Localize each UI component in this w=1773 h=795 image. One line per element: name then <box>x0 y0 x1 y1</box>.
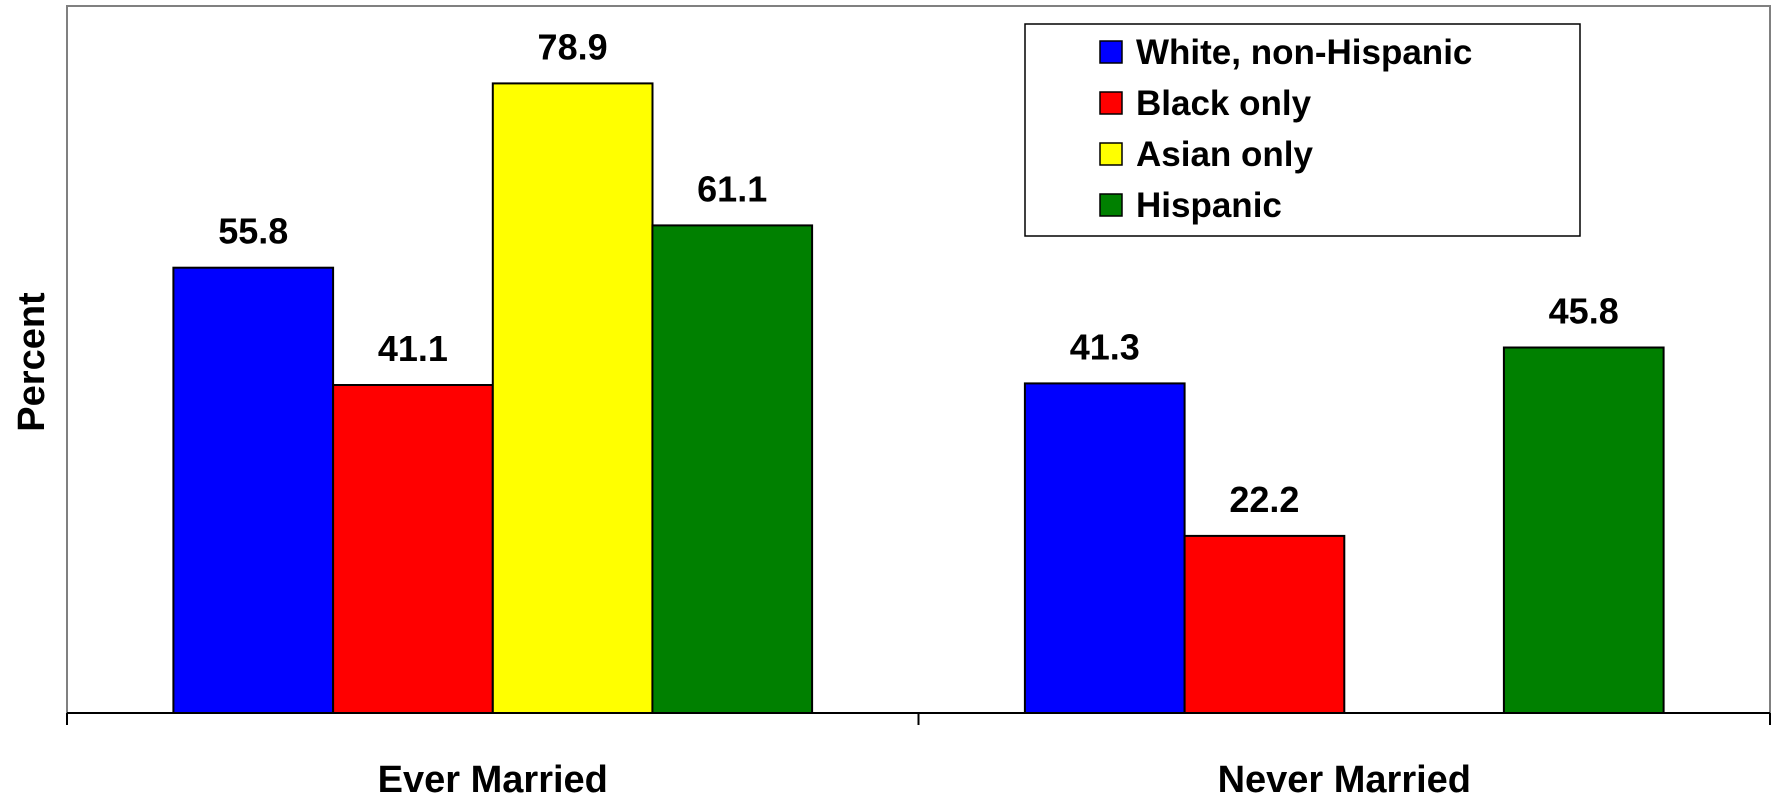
legend-swatch-black-only <box>1099 91 1123 115</box>
legend-swatch-white-non-hispanic <box>1099 40 1123 64</box>
data-label-never-married-black-only: 22.2 <box>1229 479 1299 520</box>
bar-ever-married-hispanic <box>651 224 814 714</box>
data-label-never-married-white-non-hispanic: 41.3 <box>1070 326 1140 367</box>
data-label-ever-married-white-non-hispanic: 55.8 <box>218 211 288 252</box>
bar-ever-married-black-only <box>332 384 494 714</box>
data-label-ever-married-black-only: 41.1 <box>378 328 448 369</box>
legend-label-black-only: Black only <box>1136 84 1312 123</box>
legend-label-asian-only: Asian only <box>1136 135 1314 174</box>
bar-ever-married-white-non-hispanic <box>172 266 335 714</box>
legend-swatch-asian-only <box>1099 142 1123 166</box>
legend-swatch-hispanic <box>1099 193 1123 217</box>
bar-never-married-hispanic <box>1502 346 1665 714</box>
data-label-never-married-hispanic: 45.8 <box>1549 291 1619 332</box>
data-label-ever-married-asian-only: 78.9 <box>538 26 608 67</box>
legend: White, non-Hispanic Black only Asian only H… <box>1024 23 1581 237</box>
legend-label-hispanic: Hispanic <box>1136 186 1282 225</box>
y-axis-title: Percent <box>11 292 53 432</box>
x-ticks-group <box>66 713 1771 725</box>
bar-never-married-white-non-hispanic <box>1023 382 1186 714</box>
category-label-ever-married: Ever Married <box>378 759 608 795</box>
legend-label-white-non-hispanic: White, non-Hispanic <box>1136 33 1472 72</box>
data-label-ever-married-hispanic: 61.1 <box>697 168 767 209</box>
bar-ever-married-asian-only <box>491 82 654 714</box>
data-labels-group: 55.8 41.1 78.9 61.1 41.3 22.2 45.8 <box>218 26 1618 520</box>
category-label-never-married: Never Married <box>1218 759 1471 795</box>
category-labels-group: Ever Married Never Married <box>378 759 1471 795</box>
bar-never-married-black-only <box>1183 534 1346 715</box>
bars-group <box>172 82 1665 715</box>
